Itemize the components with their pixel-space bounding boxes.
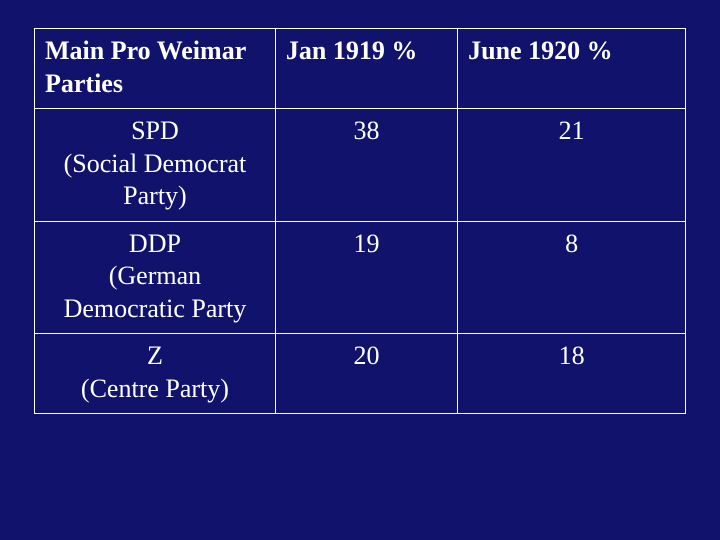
jan1919-cell: 19 [275, 221, 457, 334]
party-name: SPD [45, 115, 265, 148]
slide: Main Pro Weimar Parties Jan 1919 % June … [0, 0, 720, 540]
party-detail: (Social Democrat Party) [45, 148, 265, 213]
col-header-june1920: June 1920 % [458, 29, 686, 109]
table-header-row: Main Pro Weimar Parties Jan 1919 % June … [35, 29, 686, 109]
party-cell: SPD (Social Democrat Party) [35, 109, 276, 222]
party-cell: DDP (German Democratic Party [35, 221, 276, 334]
party-detail: (Centre Party) [45, 373, 265, 406]
col-header-jan1919: Jan 1919 % [275, 29, 457, 109]
table-row: SPD (Social Democrat Party) 38 21 [35, 109, 686, 222]
table-row: Z (Centre Party) 20 18 [35, 334, 686, 414]
party-detail: (German Democratic Party [45, 260, 265, 325]
june1920-cell: 21 [458, 109, 686, 222]
party-name: Z [45, 340, 265, 373]
table-row: DDP (German Democratic Party 19 8 [35, 221, 686, 334]
weimar-parties-table: Main Pro Weimar Parties Jan 1919 % June … [34, 28, 686, 414]
party-name: DDP [45, 228, 265, 261]
june1920-cell: 8 [458, 221, 686, 334]
col-header-parties: Main Pro Weimar Parties [35, 29, 276, 109]
party-cell: Z (Centre Party) [35, 334, 276, 414]
june1920-cell: 18 [458, 334, 686, 414]
jan1919-cell: 20 [275, 334, 457, 414]
jan1919-cell: 38 [275, 109, 457, 222]
